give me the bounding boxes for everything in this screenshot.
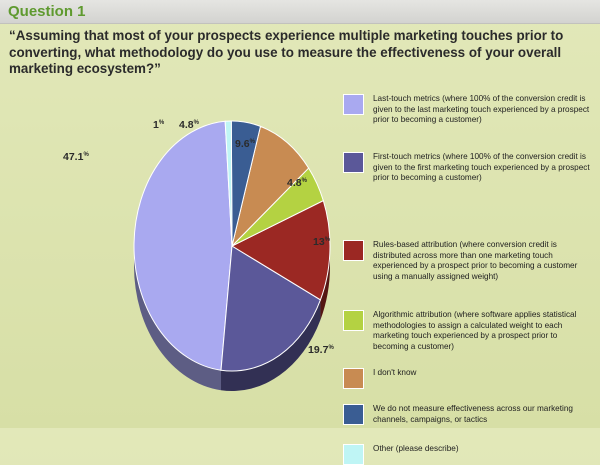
pie-depth-slice (221, 299, 321, 392)
pie-label: 4.8% (287, 177, 308, 189)
pie-chart: 47.1% 19.7% 13% 4.8% 9.6% 4.8% 1% (63, 119, 334, 392)
pie-label: 13% (313, 236, 331, 248)
legend-label: I don't know (373, 368, 417, 377)
pie-slice (133, 120, 233, 371)
pie-depth-slice (320, 246, 330, 320)
pie-slice (220, 245, 322, 372)
pie-label: 4.8% (179, 119, 200, 131)
legend-swatch (343, 94, 364, 115)
legend-label: We do not measure effectiveness across o… (373, 404, 573, 424)
pie-label: 1% (153, 119, 165, 131)
legend-label: Last-touch metrics (where 100% of the co… (373, 94, 590, 125)
header-bar: Question 1 (0, 0, 600, 24)
question-text: “Assuming that most of your prospects ex… (9, 28, 564, 76)
legend-swatch (343, 310, 364, 331)
legend-label: First-touch metrics (where 100% of the c… (373, 152, 590, 183)
question-number: Question 1 (8, 3, 86, 20)
pie-slice (224, 120, 233, 247)
pie-top (133, 120, 331, 372)
pie-label: 9.6% (235, 138, 256, 150)
legend-swatch (343, 368, 364, 389)
pie-label: 47.1% (63, 151, 89, 163)
pie-labels: 47.1% 19.7% 13% 4.8% 9.6% 4.8% 1% (63, 119, 334, 356)
pie-label: 19.7% (308, 344, 334, 356)
legend-label: Algorithmic attribution (where software … (373, 310, 577, 351)
legend-label: Other (please describe) (373, 444, 459, 453)
pie-slice (231, 125, 310, 248)
legend-swatch (343, 444, 364, 465)
legend-swatch (343, 404, 364, 425)
legend-label: Rules-based attribution (where conversio… (373, 240, 578, 281)
pie-slice (230, 199, 331, 301)
legend-swatch (343, 240, 364, 261)
legend-swatch (343, 152, 364, 173)
